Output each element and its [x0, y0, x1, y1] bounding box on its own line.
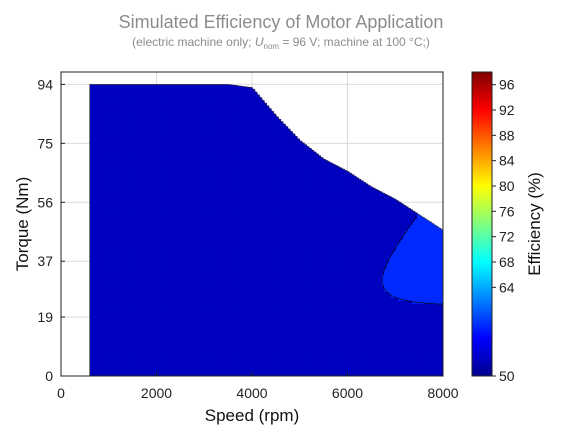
- subtitle-symbol: U: [255, 35, 264, 49]
- chart-title: Simulated Efficiency of Motor Applicatio…: [119, 12, 444, 32]
- subtitle-prefix: (electric machine only;: [132, 35, 255, 49]
- chart-subtitle: (electric machine only; Unom = 96 V; mac…: [132, 35, 430, 51]
- subtitle-suffix: = 96 V; machine at 100 °C;): [279, 35, 430, 49]
- subtitle-subscript: nom: [264, 42, 280, 51]
